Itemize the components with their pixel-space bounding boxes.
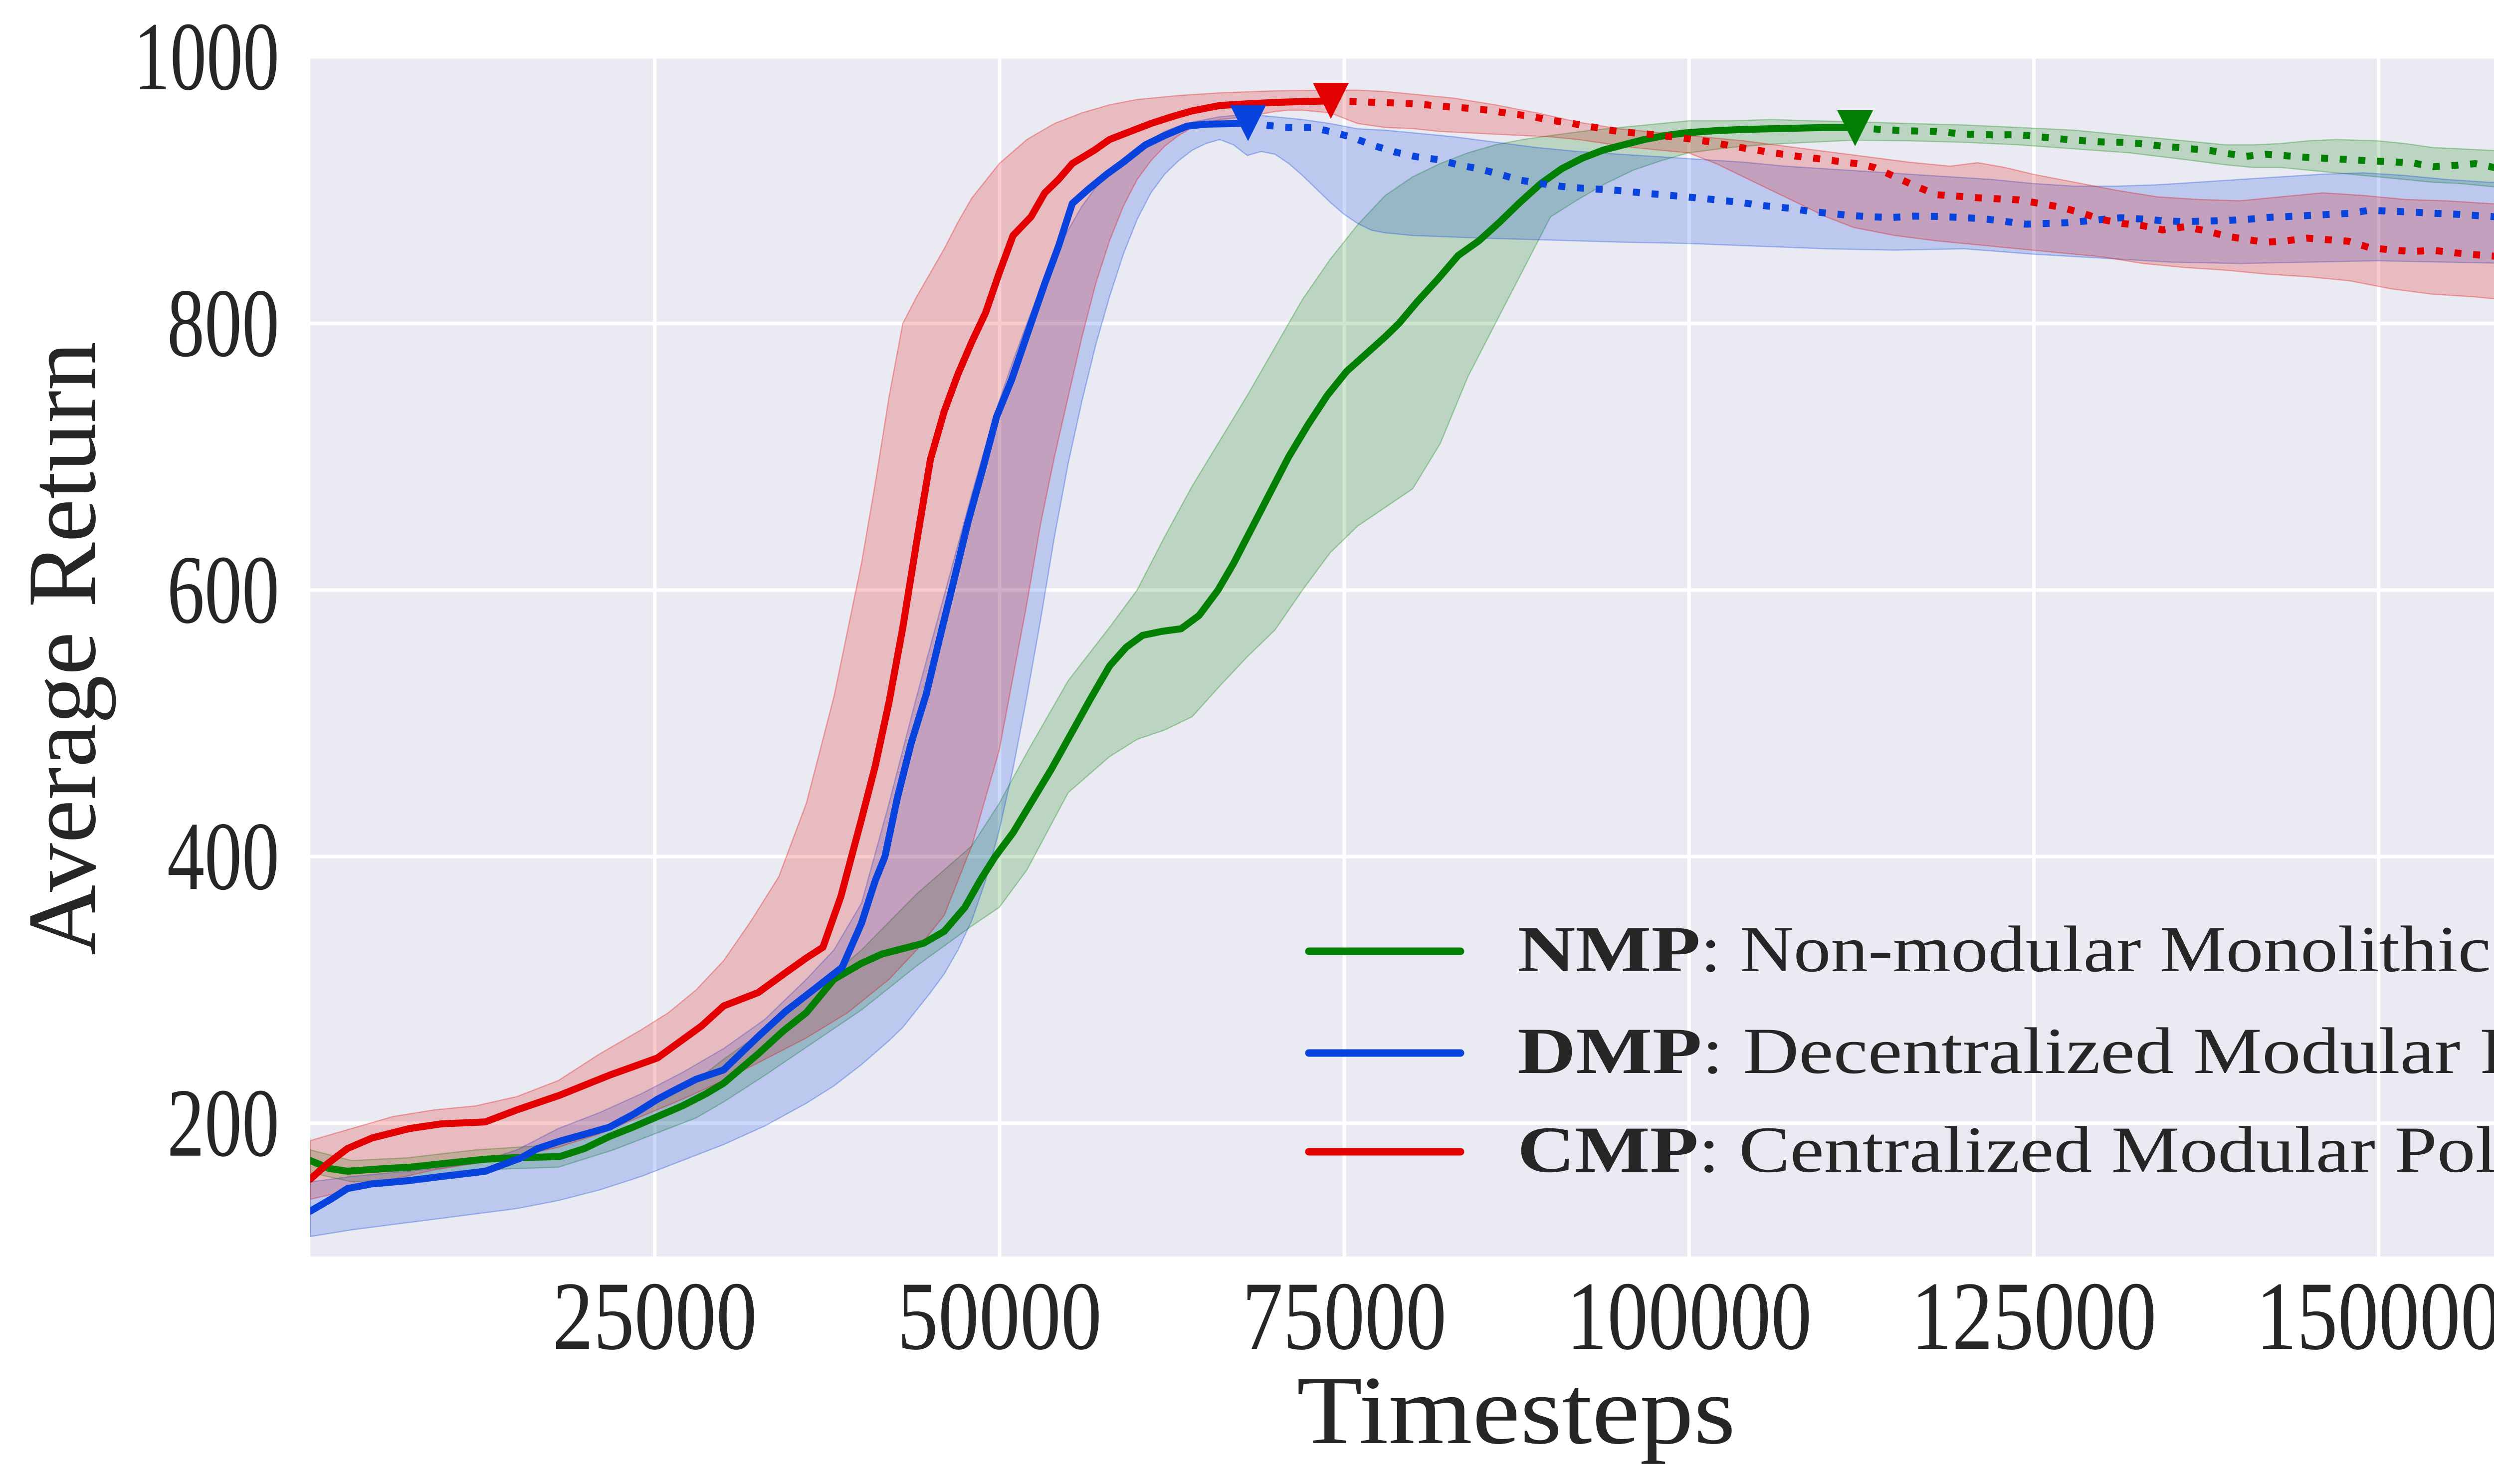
svg-text:25000: 25000 xyxy=(553,1262,757,1370)
svg-text:Timesteps: Timesteps xyxy=(1297,1356,1736,1465)
svg-text:800: 800 xyxy=(167,269,279,377)
svg-text:125000: 125000 xyxy=(1911,1262,2157,1370)
svg-text:: Non-modular Monolithic Polic: : Non-modular Monolithic Policy xyxy=(1700,912,2494,986)
svg-text:NMP: NMP xyxy=(1517,912,1700,986)
svg-text:1000: 1000 xyxy=(134,2,279,111)
svg-text:150000: 150000 xyxy=(2256,1262,2494,1370)
svg-text:CMP: CMP xyxy=(1517,1113,1698,1186)
svg-text:100000: 100000 xyxy=(1566,1262,1812,1370)
svg-text:: Centralized Modular Policies: : Centralized Modular Policies xyxy=(1698,1113,2494,1186)
svg-text:Average Return: Average Return xyxy=(8,342,116,955)
svg-text:600: 600 xyxy=(167,536,279,644)
svg-text:75000: 75000 xyxy=(1242,1262,1447,1370)
svg-text:: Decentralized Modular Polici: : Decentralized Modular Policies xyxy=(1702,1014,2494,1087)
svg-text:200: 200 xyxy=(167,1069,279,1177)
svg-text:50000: 50000 xyxy=(897,1262,1102,1370)
svg-text:DMP: DMP xyxy=(1517,1014,1702,1087)
svg-text:400: 400 xyxy=(167,802,279,910)
